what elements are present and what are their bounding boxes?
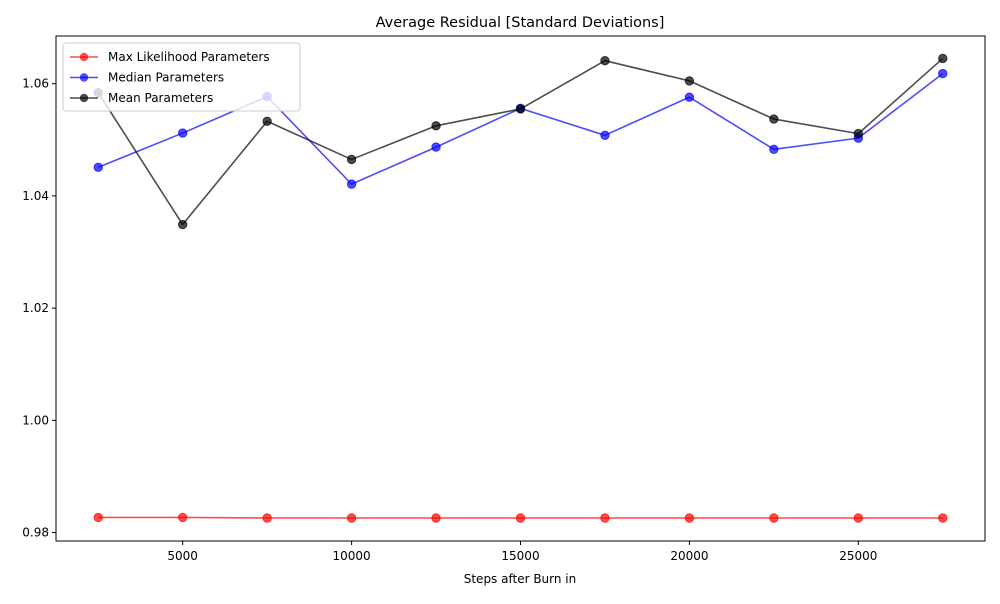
legend-items: Max Likelihood Parameters Median Paramete… xyxy=(70,50,270,105)
y-tick-label: 1.00 xyxy=(22,413,49,427)
data-point xyxy=(853,513,864,523)
legend-item: Max Likelihood Parameters xyxy=(70,50,270,64)
x-tick-label: 20000 xyxy=(670,549,708,563)
x-axis-label: Steps after Burn in xyxy=(464,572,577,586)
chart-title: Average Residual [Standard Deviations] xyxy=(376,15,665,31)
legend-swatch-marker xyxy=(79,93,89,103)
data-point xyxy=(600,130,610,141)
data-point xyxy=(346,513,357,523)
data-point xyxy=(431,121,441,131)
data-point xyxy=(431,142,441,152)
y-tick-label: 1.06 xyxy=(22,77,49,91)
data-point xyxy=(93,162,103,173)
data-point xyxy=(769,114,779,124)
x-tick-label: 5000 xyxy=(167,549,198,563)
data-point xyxy=(853,128,864,139)
data-point xyxy=(684,513,695,523)
data-point xyxy=(515,513,526,523)
legend-item: Median Parameters xyxy=(70,71,224,85)
data-point xyxy=(262,116,272,126)
legend-swatch-marker xyxy=(79,73,89,82)
legend-box xyxy=(62,42,301,112)
data-point xyxy=(938,513,948,523)
data-point xyxy=(684,92,695,102)
x-tick-label: 25000 xyxy=(839,549,877,563)
data-point xyxy=(938,53,948,64)
y-tick-label: 1.02 xyxy=(22,301,49,315)
legend-label: Mean Parameters xyxy=(108,91,213,105)
data-point xyxy=(177,512,188,523)
legend-swatch-marker xyxy=(79,52,89,62)
data-point xyxy=(346,154,357,165)
plot-area xyxy=(55,35,986,542)
data-point xyxy=(684,76,695,86)
data-point xyxy=(431,513,441,523)
legend-item: Mean Parameters xyxy=(70,91,213,105)
x-tick-label: 15000 xyxy=(501,549,539,563)
data-point xyxy=(177,128,188,138)
x-tick-label: 10000 xyxy=(332,549,370,563)
data-point xyxy=(262,513,272,523)
data-point xyxy=(938,68,948,79)
data-point xyxy=(93,512,103,523)
data-point xyxy=(600,513,610,523)
data-point xyxy=(515,104,526,114)
data-point xyxy=(769,144,779,155)
data-point xyxy=(177,219,188,230)
legend-label: Median Parameters xyxy=(108,71,224,85)
series-0 xyxy=(93,512,948,523)
y-axis: 0.98 1.00 1.02 1.04 1.06 xyxy=(22,77,56,540)
legend: Max Likelihood Parameters Median Paramete… xyxy=(62,42,301,112)
x-axis: 5000 10000 15000 20000 25000 xyxy=(167,541,877,563)
data-point xyxy=(600,55,610,66)
legend-label: Max Likelihood Parameters xyxy=(108,50,270,64)
y-tick-label: 1.04 xyxy=(22,189,49,203)
data-point xyxy=(769,513,779,523)
y-tick-label: 0.98 xyxy=(22,526,49,540)
series-2 xyxy=(93,53,948,230)
data-point xyxy=(346,179,357,189)
